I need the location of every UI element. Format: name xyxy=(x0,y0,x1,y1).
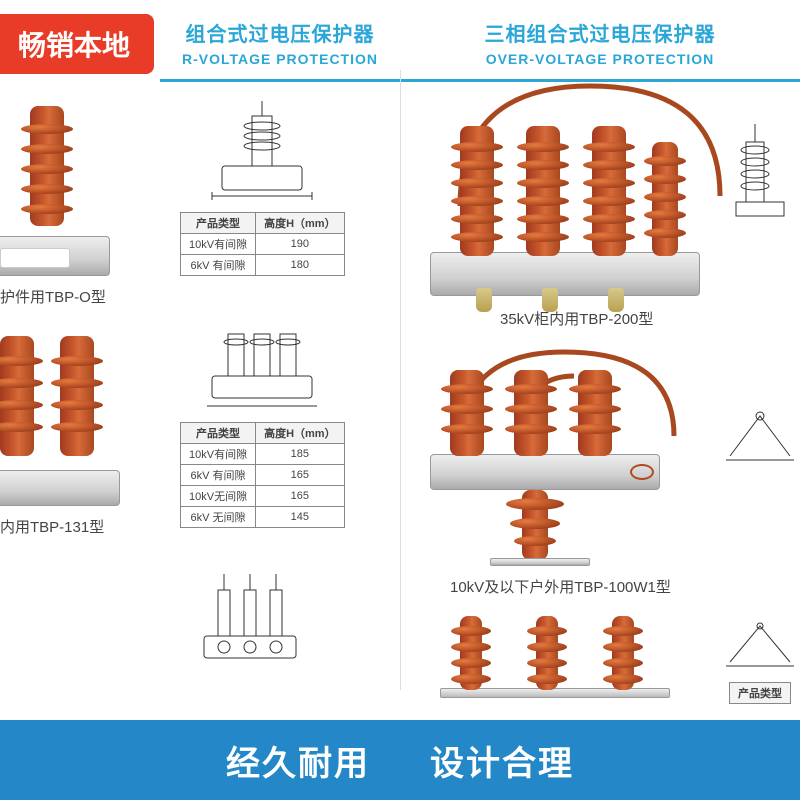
promo-badge: 畅销本地 xyxy=(0,14,154,74)
t3-h0: 产品类型 xyxy=(730,683,791,704)
product-tbp-o xyxy=(0,106,110,276)
schematic-icon xyxy=(192,96,332,206)
t2-r0c0: 10kV有间隙 xyxy=(181,444,256,465)
schematic-icon xyxy=(180,566,320,676)
product-tbp-100w1 xyxy=(430,346,680,566)
t1-r0c1: 190 xyxy=(256,234,345,255)
promo-badge-text: 畅销本地 xyxy=(18,30,130,61)
t1-r1c1: 180 xyxy=(256,255,345,276)
t2-r3c0: 6kV 无间隙 xyxy=(181,507,256,528)
catalog-page: 畅销本地 组合式过电压保护器 R-VOLTAGE PROTECTION 三相组合… xyxy=(0,0,800,800)
header-right: 三相组合式过电压保护器 OVER-VOLTAGE PROTECTION xyxy=(400,0,800,82)
caption-tbp-200: 35kV柜内用TBP-200型 xyxy=(500,308,653,329)
spec-table-1: 产品类型高度H（mm） 10kV有间隙190 6kV 有间隙180 xyxy=(180,212,345,276)
diagram-tbp-o: 产品类型高度H（mm） 10kV有间隙190 6kV 有间隙180 xyxy=(180,96,345,276)
t2-r2c1: 165 xyxy=(256,486,345,507)
caption-tbp-100w1: 10kV及以下户外用TBP-100W1型 xyxy=(450,576,671,597)
header-right-cn: 三相组合式过电压保护器 xyxy=(400,18,800,47)
t2-r1c1: 165 xyxy=(256,465,345,486)
product-tbp-200 xyxy=(430,96,710,296)
spec-table-2: 产品类型高度H（mm） 10kV有间隙185 6kV 有间隙165 10kV无间… xyxy=(180,422,345,528)
t2-r3c1: 145 xyxy=(256,507,345,528)
diagram-right-1 xyxy=(730,116,800,236)
product-tbp-131 xyxy=(0,336,120,506)
content-area: 护件用TBP-O型 产品类型高度H（mm） 10kV有间隙190 xyxy=(0,86,800,716)
diagram-right-3: 产品类型 xyxy=(720,606,800,704)
header-left: 组合式过电压保护器 R-VOLTAGE PROTECTION xyxy=(160,0,400,82)
product-bottom-partial xyxy=(440,616,670,726)
diagram-right-2 xyxy=(720,386,800,476)
footer-right: 设计合理 xyxy=(430,736,574,785)
diagram-partial xyxy=(180,566,320,676)
caption-tbp-131: 内用TBP-131型 xyxy=(0,516,104,537)
t2-h1: 高度H（mm） xyxy=(256,423,345,444)
spec-table-3: 产品类型 xyxy=(729,682,791,704)
header-left-en: R-VOLTAGE PROTECTION xyxy=(160,51,400,67)
t1-r0c0: 10kV有间隙 xyxy=(181,234,256,255)
footer-bar: 经久耐用 设计合理 xyxy=(0,720,800,800)
schematic-icon xyxy=(730,116,800,236)
schematic-icon xyxy=(192,316,332,416)
t2-r1c0: 6kV 有间隙 xyxy=(181,465,256,486)
t1-h1: 高度H（mm） xyxy=(256,213,345,234)
schematic-icon xyxy=(720,386,800,476)
header-left-cn: 组合式过电压保护器 xyxy=(160,18,400,47)
t2-h0: 产品类型 xyxy=(181,423,256,444)
diagram-tbp-131: 产品类型高度H（mm） 10kV有间隙185 6kV 有间隙165 10kV无间… xyxy=(180,316,345,528)
t1-r1c0: 6kV 有间隙 xyxy=(181,255,256,276)
header-right-en: OVER-VOLTAGE PROTECTION xyxy=(400,51,800,67)
t2-r0c1: 185 xyxy=(256,444,345,465)
caption-tbp-o: 护件用TBP-O型 xyxy=(0,286,106,307)
schematic-icon xyxy=(720,606,800,676)
t1-h0: 产品类型 xyxy=(181,213,256,234)
footer-left: 经久耐用 xyxy=(226,736,370,785)
t2-r2c0: 10kV无间隙 xyxy=(181,486,256,507)
